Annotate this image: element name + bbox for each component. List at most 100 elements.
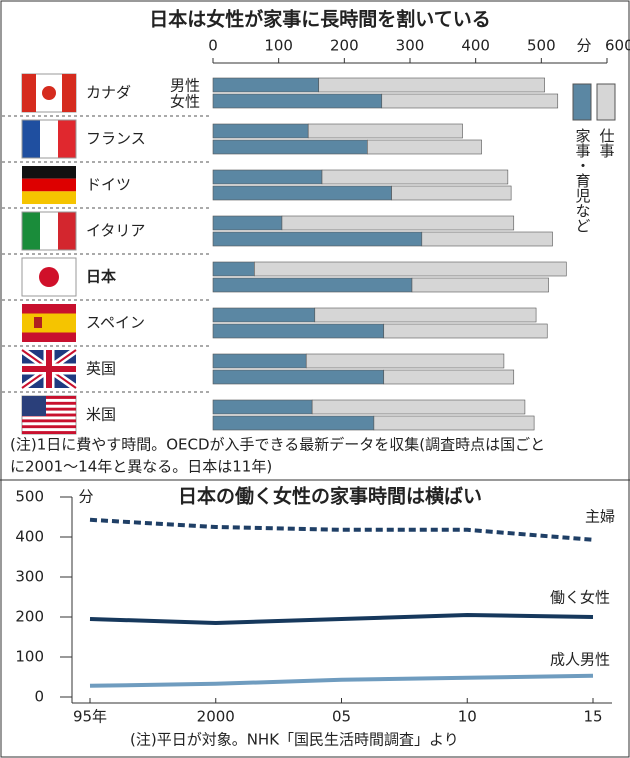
y-tick-label: 200 — [15, 608, 44, 626]
flag — [21, 211, 77, 251]
flag — [22, 191, 76, 205]
flag — [34, 317, 42, 328]
y-tick-label: 500 — [15, 488, 44, 506]
bar — [212, 185, 392, 201]
y-unit: 分 — [78, 488, 93, 506]
bar — [383, 323, 548, 339]
bar — [391, 185, 512, 201]
x-unit: 分 — [576, 37, 591, 55]
flag — [22, 396, 76, 399]
flag — [22, 413, 76, 417]
flag — [42, 86, 56, 100]
country-label: 米国 — [86, 406, 116, 424]
y-tick-label: 100 — [15, 648, 44, 666]
note: (注)1日に費やす時間。OECDが入手できる最新データを収集(調査時点は国ごと — [10, 436, 545, 454]
bar — [281, 215, 515, 231]
x-tick-label: 100 — [264, 37, 293, 55]
flag — [22, 396, 46, 416]
y-tick-label: 400 — [15, 528, 44, 546]
x-tick-label: 15 — [583, 708, 602, 726]
bar — [212, 123, 309, 139]
legend-label: 仕事 — [598, 128, 616, 158]
series-label: 働く女性 — [550, 589, 610, 607]
y-tick-label: 0 — [34, 688, 44, 706]
x-tick-label: 500 — [527, 37, 556, 55]
flag — [22, 401, 76, 405]
bar — [411, 277, 549, 293]
bar — [212, 399, 313, 415]
x-tick-label: 300 — [396, 37, 425, 55]
x-tick-label: 400 — [461, 37, 490, 55]
group-label: 男性 — [170, 77, 200, 95]
flag — [22, 313, 76, 333]
x-tick-label: 600 — [605, 37, 630, 55]
country-label: 英国 — [86, 360, 116, 378]
flag — [22, 419, 76, 423]
group-label: 女性 — [170, 93, 200, 111]
chart-title: 日本は女性が家事に長時間を割いている — [149, 8, 490, 31]
flag — [22, 166, 76, 179]
y-tick-label: 300 — [15, 568, 44, 586]
x-tick-label: 0 — [208, 37, 218, 55]
bar — [254, 261, 567, 277]
note: に2001～14年と異なる。日本は11年) — [10, 458, 272, 476]
country-label: スペイン — [86, 314, 145, 332]
bar — [421, 231, 553, 247]
bar — [212, 353, 307, 369]
flag — [22, 425, 76, 429]
line — [89, 612, 594, 626]
note: (注)平日が対象。NHK「国民生活時間調査」より — [130, 731, 459, 749]
flag — [40, 212, 58, 250]
bar — [367, 139, 482, 155]
series-label: 成人男性 — [550, 651, 610, 669]
bar — [305, 353, 505, 369]
bar — [212, 169, 323, 185]
country-label: カナダ — [86, 84, 131, 102]
country-label: イタリア — [86, 222, 145, 240]
bar — [212, 369, 385, 385]
bar — [212, 323, 385, 339]
flag — [40, 120, 58, 158]
flag — [39, 267, 59, 287]
bar — [212, 231, 423, 247]
country-label: ドイツ — [86, 176, 131, 194]
bar — [212, 415, 375, 431]
bar — [311, 399, 526, 415]
x-tick-label: 200 — [330, 37, 359, 55]
flag — [58, 212, 76, 250]
flag — [22, 74, 36, 112]
bar — [318, 77, 545, 93]
flag — [22, 350, 76, 388]
line — [89, 517, 594, 542]
line — [89, 673, 594, 688]
flag — [21, 119, 77, 159]
bar — [212, 261, 255, 277]
series-label: 主婦 — [585, 508, 615, 526]
bar — [321, 169, 509, 185]
flag — [22, 120, 40, 158]
bar — [212, 277, 413, 293]
bar — [212, 139, 368, 155]
flag — [22, 212, 40, 250]
bar — [381, 93, 559, 109]
flag — [22, 178, 76, 192]
bar — [383, 369, 515, 385]
legend-swatch — [596, 83, 616, 121]
bar — [212, 93, 383, 109]
flag — [58, 120, 76, 158]
bar — [212, 215, 283, 231]
legend-swatch — [572, 83, 592, 121]
chart-title: 日本の働く女性の家事時間は横ばい — [178, 485, 482, 508]
x-tick-label: 10 — [458, 708, 477, 726]
bar — [212, 77, 320, 93]
flag — [62, 74, 76, 112]
bar — [373, 415, 535, 431]
x-tick-label: 2000 — [197, 708, 235, 726]
flag — [22, 407, 76, 411]
flag — [22, 431, 76, 434]
country-label: 日本 — [86, 268, 116, 286]
country-label: フランス — [86, 130, 146, 148]
x-tick-label: 95年 — [73, 708, 107, 726]
